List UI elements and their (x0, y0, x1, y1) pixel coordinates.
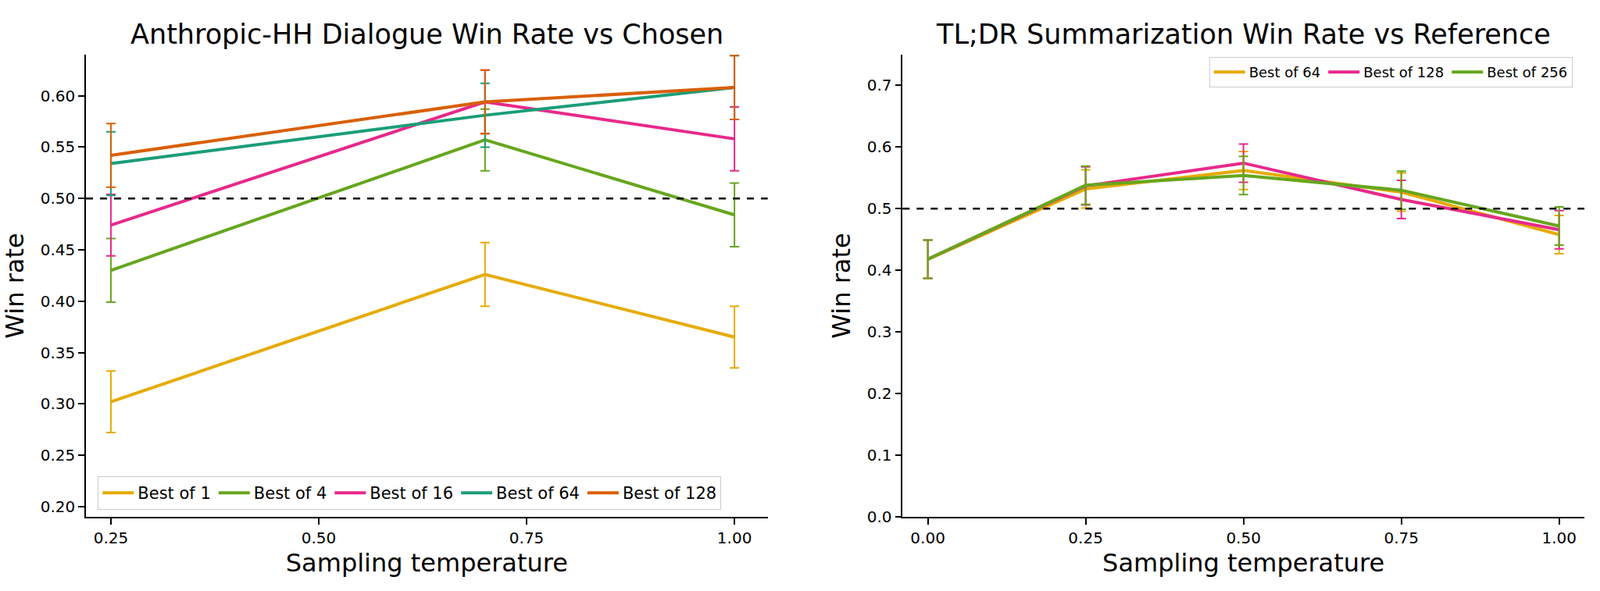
svg-text:0.25: 0.25 (1067, 528, 1104, 548)
svg-text:0.45: 0.45 (40, 240, 76, 260)
svg-text:0.6: 0.6 (867, 137, 893, 157)
svg-text:0.40: 0.40 (40, 292, 76, 311)
svg-text:0.75: 0.75 (1383, 528, 1419, 548)
svg-text:0.35: 0.35 (40, 343, 76, 363)
svg-text:Best of 1: Best of 1 (137, 484, 211, 504)
svg-text:Best of 128: Best of 128 (1363, 64, 1444, 81)
svg-text:0.20: 0.20 (40, 497, 76, 517)
svg-text:0.1: 0.1 (867, 446, 893, 465)
svg-text:Win rate: Win rate (826, 232, 857, 339)
svg-text:0.2: 0.2 (867, 384, 893, 404)
svg-text:1.00: 1.00 (717, 528, 753, 548)
svg-text:0.7: 0.7 (867, 75, 893, 95)
svg-text:0.55: 0.55 (40, 137, 76, 157)
svg-text:Best of 4: Best of 4 (253, 484, 327, 504)
svg-text:0.4: 0.4 (867, 260, 893, 280)
svg-text:0.25: 0.25 (40, 446, 76, 465)
svg-text:TL;DR Summarization Win Rate v: TL;DR Summarization Win Rate vs Referenc… (935, 18, 1551, 50)
svg-text:0.50: 0.50 (40, 189, 76, 208)
svg-text:0.50: 0.50 (1225, 528, 1261, 548)
svg-text:Anthropic-HH Dialogue Win Rate: Anthropic-HH Dialogue Win Rate vs Chosen (130, 18, 724, 50)
svg-text:Win rate: Win rate (0, 232, 30, 339)
svg-text:Best of 128: Best of 128 (622, 484, 717, 504)
svg-text:Sampling temperature: Sampling temperature (285, 548, 568, 579)
svg-text:Best of 256: Best of 256 (1486, 64, 1568, 81)
svg-text:Best of 64: Best of 64 (496, 484, 580, 504)
svg-text:Best of 16: Best of 16 (369, 484, 454, 504)
svg-text:0.75: 0.75 (509, 528, 545, 548)
svg-text:0.50: 0.50 (301, 528, 337, 548)
svg-text:0.25: 0.25 (93, 528, 129, 548)
svg-text:0.60: 0.60 (40, 86, 76, 106)
svg-text:0.00: 0.00 (910, 528, 946, 548)
svg-text:Sampling temperature: Sampling temperature (1102, 548, 1385, 579)
svg-text:Best of 64: Best of 64 (1249, 64, 1322, 81)
svg-text:0.5: 0.5 (867, 199, 893, 218)
svg-text:0.3: 0.3 (867, 322, 893, 342)
svg-text:0.30: 0.30 (40, 394, 76, 414)
svg-text:0.0: 0.0 (867, 507, 893, 527)
svg-text:1.00: 1.00 (1541, 528, 1577, 548)
